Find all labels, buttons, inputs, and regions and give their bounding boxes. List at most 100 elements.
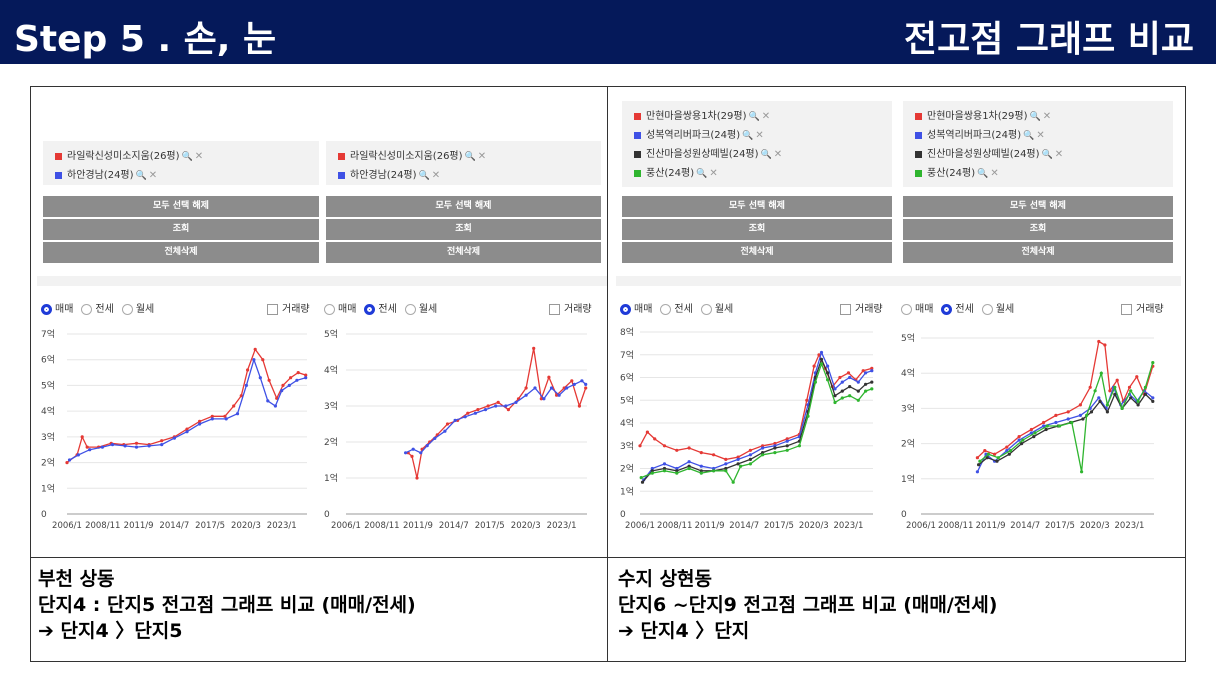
magnifier-icon[interactable]: 🔍 (696, 169, 708, 179)
deselect-all-button[interactable]: 모두 선택 해제 (43, 196, 319, 217)
series-line (407, 348, 587, 479)
radio-circle[interactable] (981, 303, 993, 315)
radio-circle[interactable] (660, 303, 672, 315)
radio-circle[interactable] (364, 303, 376, 315)
legend-item[interactable]: 만현마을쌍용1차(29평) 🔍 ✕ (915, 107, 1161, 126)
magnifier-icon[interactable]: 🔍 (742, 131, 754, 141)
y-tick-label: 5억 (901, 332, 915, 344)
radio-monthly-rent[interactable]: 월세 (404, 303, 437, 315)
close-icon[interactable]: ✕ (431, 170, 441, 181)
deselect-all-button[interactable]: 모두 선택 해제 (903, 196, 1173, 217)
search-button[interactable]: 조회 (326, 219, 601, 240)
volume-checkbox[interactable]: 거래량 (549, 300, 592, 315)
legend-item[interactable]: 만현마을쌍용1차(29평) 🔍 ✕ (634, 107, 880, 126)
volume-checkbox[interactable]: 거래량 (267, 300, 310, 315)
radio-sale[interactable]: 매매 (324, 303, 356, 315)
search-button[interactable]: 조회 (43, 219, 319, 240)
legend-item[interactable]: 성복역리버파크(24평) 🔍 ✕ (915, 126, 1161, 145)
search-button[interactable]: 조회 (903, 219, 1173, 240)
x-tick-label: 2020/3 (1080, 521, 1110, 531)
radio-jeonse[interactable]: 전세 (660, 303, 693, 315)
radio-circle[interactable] (941, 303, 953, 315)
close-icon[interactable]: ✕ (477, 151, 487, 162)
radio-circle[interactable] (404, 303, 416, 315)
checkbox-box[interactable] (267, 303, 278, 315)
delete-all-button[interactable]: 전체삭제 (43, 242, 319, 263)
legend-item[interactable]: 라일락신성미소지움(26평) 🔍 ✕ (55, 147, 307, 166)
radio-circle[interactable] (81, 303, 93, 315)
legend-item[interactable]: 진산마을성원상떼빌(24평) 🔍 ✕ (634, 145, 880, 164)
radio-sale[interactable]: 매매 (901, 303, 933, 315)
data-point (1045, 424, 1049, 428)
legend-box: 라일락신성미소지움(26평) 🔍 ✕ 하안경남(24평) 🔍 ✕ (326, 141, 601, 185)
magnifier-icon[interactable]: 🔍 (760, 150, 772, 160)
radio-circle[interactable] (121, 303, 133, 315)
legend-box: 라일락신성미소지움(26평) 🔍 ✕ 하안경남(24평) 🔍 ✕ (43, 141, 319, 185)
close-icon[interactable]: ✕ (1036, 130, 1045, 141)
deselect-all-button[interactable]: 모두 선택 해제 (326, 196, 601, 217)
magnifier-icon[interactable]: 🔍 (135, 171, 147, 181)
radio-sale[interactable]: 매매 (620, 303, 652, 315)
delete-all-button[interactable]: 전체삭제 (622, 242, 892, 263)
close-icon[interactable]: ✕ (194, 151, 204, 162)
legend-item[interactable]: 라일락신성미소지움(26평) 🔍 ✕ (338, 147, 589, 166)
radio-monthly-rent[interactable]: 월세 (121, 303, 154, 315)
legend-item[interactable]: 성복역리버파크(24평) 🔍 ✕ (634, 126, 880, 145)
checkbox-box[interactable] (840, 303, 851, 315)
volume-checkbox[interactable]: 거래량 (1121, 300, 1164, 315)
close-icon[interactable]: ✕ (761, 111, 771, 122)
radio-jeonse[interactable]: 전세 (81, 303, 114, 315)
data-point (650, 469, 654, 473)
data-point (239, 394, 243, 398)
delete-all-button[interactable]: 전체삭제 (326, 242, 601, 263)
volume-checkbox[interactable]: 거래량 (840, 300, 883, 315)
data-point (748, 448, 752, 452)
checkbox-box[interactable] (549, 303, 560, 315)
data-point (826, 371, 830, 375)
magnifier-icon[interactable]: 🔍 (748, 112, 760, 122)
radio-circle[interactable] (620, 303, 631, 315)
radio-monthly-rent[interactable]: 월세 (700, 303, 733, 315)
magnifier-icon[interactable]: 🔍 (464, 152, 476, 162)
close-icon[interactable]: ✕ (990, 168, 999, 179)
data-point (819, 362, 824, 366)
search-button[interactable]: 조회 (622, 219, 892, 240)
data-point (580, 379, 584, 383)
data-point (993, 452, 997, 456)
close-icon[interactable]: ✕ (1054, 149, 1064, 160)
legend-item[interactable]: 하안경남(24평) 🔍 ✕ (338, 166, 589, 185)
magnifier-icon[interactable]: 🔍 (1041, 150, 1053, 160)
legend-item[interactable]: 풍산(24평) 🔍 ✕ (915, 164, 1161, 183)
radio-sale[interactable]: 매매 (41, 303, 73, 315)
data-point (1105, 410, 1109, 414)
close-icon[interactable]: ✕ (709, 168, 718, 179)
radio-circle[interactable] (41, 303, 52, 315)
legend-item[interactable]: 진산마을성원상떼빌(24평) 🔍 ✕ (915, 145, 1161, 164)
x-tick-label: 2014/7 (159, 521, 189, 531)
close-icon[interactable]: ✕ (148, 170, 158, 181)
legend-item[interactable]: 풍산(24평) 🔍 ✕ (634, 164, 880, 183)
close-icon[interactable]: ✕ (773, 149, 783, 160)
magnifier-icon[interactable]: 🔍 (418, 171, 430, 181)
data-point (532, 346, 536, 350)
magnifier-icon[interactable]: 🔍 (1029, 112, 1041, 122)
checkbox-box[interactable] (1121, 303, 1132, 315)
close-icon[interactable]: ✕ (1042, 111, 1052, 122)
radio-jeonse[interactable]: 전세 (364, 303, 397, 315)
magnifier-icon[interactable]: 🔍 (181, 152, 193, 162)
close-icon[interactable]: ✕ (755, 130, 764, 141)
radio-circle[interactable] (901, 303, 912, 315)
x-tick-label: 2014/7 (729, 521, 759, 531)
deselect-all-button[interactable]: 모두 선택 해제 (622, 196, 892, 217)
legend-item[interactable]: 하안경남(24평) 🔍 ✕ (55, 166, 307, 185)
data-point (1093, 389, 1097, 393)
radio-circle[interactable] (700, 303, 712, 315)
radio-monthly-rent[interactable]: 월세 (981, 303, 1014, 315)
radio-circle[interactable] (324, 303, 335, 315)
data-point (1042, 424, 1046, 428)
data-point (650, 471, 654, 475)
magnifier-icon[interactable]: 🔍 (1023, 131, 1035, 141)
delete-all-button[interactable]: 전체삭제 (903, 242, 1173, 263)
radio-jeonse[interactable]: 전세 (941, 303, 974, 315)
magnifier-icon[interactable]: 🔍 (977, 169, 989, 179)
